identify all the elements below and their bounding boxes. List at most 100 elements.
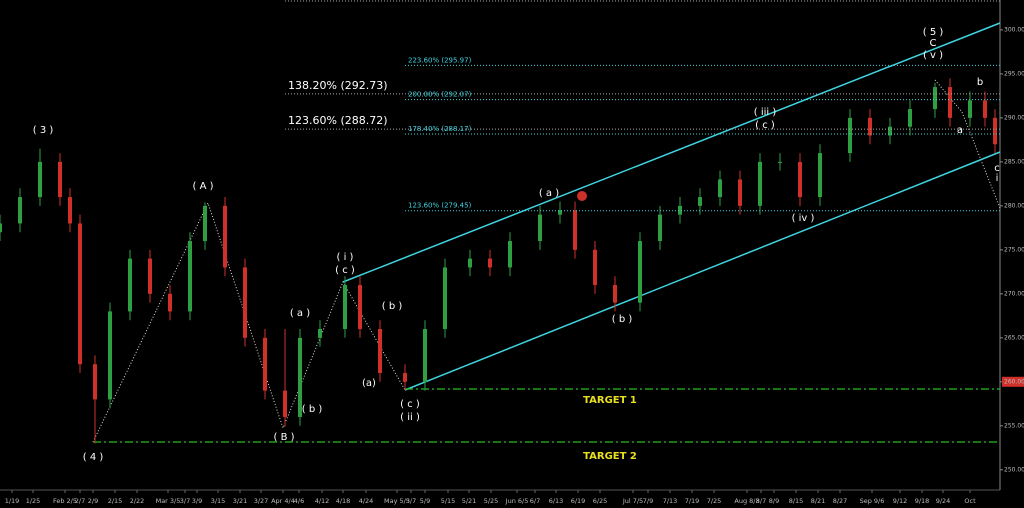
x-tick-label: 7/25 bbox=[707, 497, 722, 505]
x-tick-label: 5/25 bbox=[484, 497, 499, 505]
x-tick-label: Mar 3/5 bbox=[156, 497, 181, 505]
candle-body bbox=[148, 258, 152, 294]
wave-label: ( a ) bbox=[539, 188, 559, 199]
candle-body bbox=[318, 329, 322, 338]
candle-body bbox=[443, 267, 447, 330]
candle-body bbox=[698, 197, 702, 206]
candle-body bbox=[848, 117, 852, 154]
wave-label: b bbox=[977, 77, 983, 88]
x-tick-label: 9/24 bbox=[936, 497, 951, 505]
y-tick-label: 290.00 bbox=[1004, 114, 1024, 121]
candle-body bbox=[993, 117, 997, 145]
x-tick-label: Sep 9/6 bbox=[860, 497, 885, 505]
x-tick-label: 8/15 bbox=[789, 497, 804, 505]
wave-label: ( c ) bbox=[335, 265, 355, 276]
candle-body bbox=[613, 285, 617, 303]
candle-body bbox=[283, 390, 287, 417]
candle-body bbox=[738, 179, 742, 206]
candle-body bbox=[223, 205, 227, 268]
x-tick-label: 6/25 bbox=[593, 497, 608, 505]
x-tick-label: 7/13 bbox=[663, 497, 678, 505]
x-tick-label: 3/9 bbox=[192, 497, 202, 505]
wave-label: (a) bbox=[362, 378, 376, 389]
candle-body bbox=[378, 329, 382, 373]
x-tick-label: 4/18 bbox=[336, 497, 351, 505]
fib-label: 138.20% (292.73) bbox=[288, 79, 388, 92]
fib-label: 200.00% (292.07) bbox=[408, 91, 472, 99]
wave-label: ( 4 ) bbox=[83, 452, 104, 463]
candle-body bbox=[343, 285, 347, 330]
x-tick-label: 9/12 bbox=[893, 497, 908, 505]
wave-label: ( 3 ) bbox=[33, 125, 54, 136]
candle-body bbox=[263, 337, 267, 391]
x-tick-label: 2/9 bbox=[88, 497, 98, 505]
x-tick-label: 5/7 bbox=[406, 497, 416, 505]
y-tick-label: 295.00 bbox=[1004, 70, 1024, 77]
wave-label: ( ii ) bbox=[400, 412, 420, 423]
candle-body bbox=[423, 329, 427, 382]
fib-label: 123.60% (279.45) bbox=[408, 202, 472, 210]
candle-body bbox=[573, 210, 577, 250]
wave-label: ( A ) bbox=[192, 181, 213, 192]
candle-body bbox=[968, 100, 972, 118]
candle-body bbox=[538, 214, 542, 242]
candle-body bbox=[168, 293, 172, 312]
channel-upper bbox=[342, 22, 1001, 283]
candle-body bbox=[468, 258, 472, 268]
wave-label: ( b ) bbox=[302, 404, 323, 415]
x-tick-label: 7/9 bbox=[643, 497, 653, 505]
candle-body bbox=[888, 126, 892, 136]
wave-label: ( c ) bbox=[400, 399, 420, 410]
candle-body bbox=[108, 311, 112, 400]
candle-body bbox=[508, 241, 512, 268]
x-tick-label: 1/19 bbox=[5, 497, 20, 505]
target-label: TARGET 2 bbox=[583, 451, 637, 462]
fib-label: 178.40% (288.17) bbox=[408, 125, 472, 133]
x-tick-label: 1/25 bbox=[26, 497, 41, 505]
wave-label: c bbox=[994, 163, 1000, 174]
candle-body bbox=[78, 223, 82, 365]
wave-label: C bbox=[930, 38, 937, 49]
x-tick-label: 3/27 bbox=[254, 497, 269, 505]
x-tick-label: 4/6 bbox=[294, 497, 304, 505]
candle-body bbox=[558, 210, 562, 215]
wave-label: ( b ) bbox=[382, 301, 403, 312]
wave-label: ( c ) bbox=[755, 120, 775, 131]
x-tick-label: 6/13 bbox=[549, 497, 564, 505]
x-tick-label: 4/24 bbox=[359, 497, 374, 505]
y-tick-label: 265.00 bbox=[1004, 334, 1024, 341]
x-tick-label: Jun 6/5 bbox=[505, 497, 529, 505]
candle-body bbox=[638, 241, 642, 303]
candle-body bbox=[68, 197, 72, 224]
x-tick-label: 8/9 bbox=[769, 497, 779, 505]
candle-body bbox=[798, 161, 802, 198]
x-tick-label: 3/7 bbox=[180, 497, 190, 505]
wave-label: ( iv ) bbox=[792, 213, 815, 224]
x-tick-label: 8/21 bbox=[811, 497, 826, 505]
x-tick-label: 8/7 bbox=[756, 497, 766, 505]
x-tick-label: Feb 2/5 bbox=[53, 497, 77, 505]
candle-body bbox=[678, 205, 682, 215]
wave-label: ( 5 ) bbox=[923, 27, 944, 38]
candle-body bbox=[403, 372, 407, 382]
y-tick-label: 255.00 bbox=[1004, 422, 1024, 429]
price-marker bbox=[1002, 376, 1024, 387]
candle-body bbox=[718, 179, 722, 198]
candle-body bbox=[933, 87, 937, 110]
wave-label: ( v ) bbox=[923, 50, 943, 61]
x-tick-label: 2/15 bbox=[108, 497, 123, 505]
candle-body bbox=[868, 117, 872, 136]
wave-label: ( B ) bbox=[273, 432, 294, 443]
wave-label: ( iii ) bbox=[754, 107, 777, 118]
y-tick-label: 250.00 bbox=[1004, 466, 1024, 473]
candle-body bbox=[38, 161, 42, 198]
fib-label: 223.60% (295.97) bbox=[408, 56, 472, 64]
x-tick-label: May 5/3 bbox=[384, 497, 410, 505]
x-tick-label: 6/7 bbox=[530, 497, 540, 505]
candle-body bbox=[128, 258, 132, 312]
fib-label: 123.60% (288.72) bbox=[288, 114, 388, 127]
x-tick-label: 3/21 bbox=[233, 497, 248, 505]
x-tick-label: 2/22 bbox=[130, 497, 145, 505]
candle-body bbox=[243, 267, 247, 338]
